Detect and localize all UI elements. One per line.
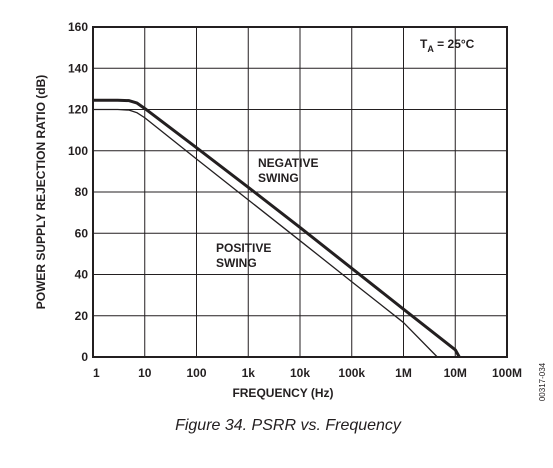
x-tick-label-5: 100k [338,366,365,380]
grid-lines [92,26,508,358]
negative-swing-label-line1: NEGATIVE [258,156,318,170]
negative-swing-label-line2: SWING [258,171,299,185]
condition-main: T [420,37,428,51]
x-tick-label-0: 1 [93,366,100,380]
x-axis-title: FREQUENCY (Hz) [232,386,333,400]
y-tick-label-0: 0 [81,350,88,364]
y-tick-label-8: 160 [68,20,88,34]
y-axis-tick-labels: 0 20 40 60 80 100 120 140 160 [68,20,88,364]
x-tick-label-1: 10 [138,366,152,380]
figure-caption: Figure 34. PSRR vs. Frequency [175,417,402,434]
y-tick-label-1: 20 [75,309,89,323]
x-axis-tick-labels: 1 10 100 1k 10k 100k 1M 10M 100M [93,366,522,380]
y-tick-label-3: 60 [75,226,89,240]
series-lines [93,98,461,358]
y-tick-label-4: 80 [75,185,89,199]
y-tick-label-5: 100 [68,144,88,158]
y-tick-label-7: 140 [68,61,88,75]
x-tick-label-7: 10M [444,366,467,380]
y-tick-label-6: 120 [68,103,88,117]
plot-frame [92,26,508,358]
positive-swing-label-line1: POSITIVE [216,241,271,255]
x-tick-label-6: 1M [395,366,412,380]
x-tick-label-2: 100 [186,366,206,380]
figure-id: 00317-034 [538,362,547,401]
x-tick-label-4: 10k [290,366,310,380]
y-axis-title: POWER SUPPLY REJECTION RATIO (dB) [34,75,48,309]
condition-value: = 25°C [434,37,475,51]
positive-swing-label-line2: SWING [216,256,257,270]
positive-swing-line [93,108,438,358]
x-tick-label-3: 1k [242,366,256,380]
y-tick-label-2: 40 [75,268,89,282]
condition-subscript: A [427,44,434,54]
negative-swing-line [93,98,461,358]
condition-label: TA = 25°C [420,37,475,54]
x-tick-label-8: 100M [492,366,522,380]
